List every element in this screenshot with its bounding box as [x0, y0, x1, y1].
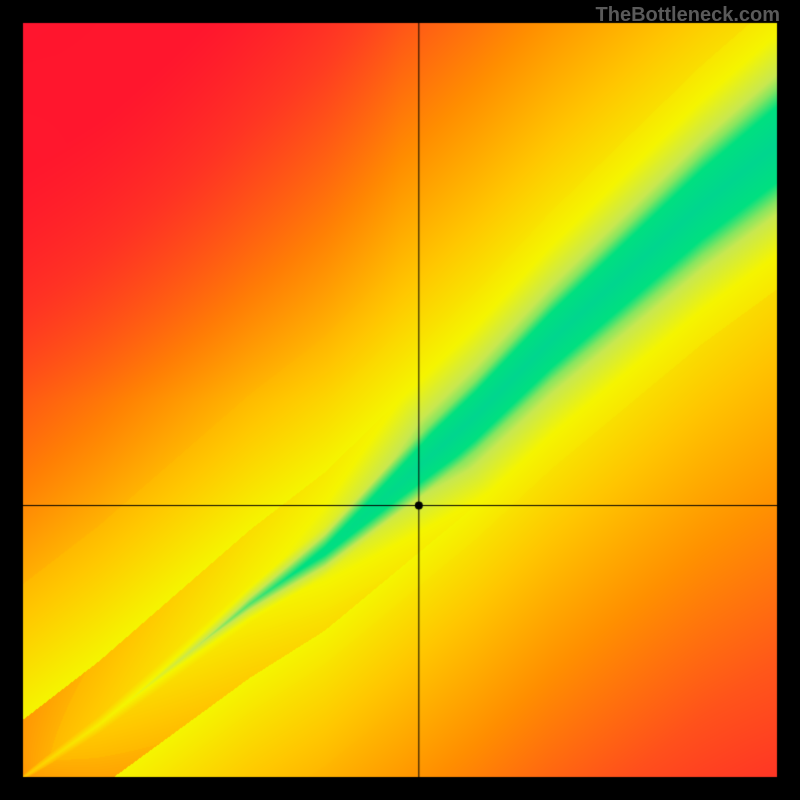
- attribution-text: TheBottleneck.com: [596, 4, 780, 27]
- chart-container: TheBottleneck.com: [0, 0, 800, 800]
- heatmap-canvas: [0, 0, 800, 800]
